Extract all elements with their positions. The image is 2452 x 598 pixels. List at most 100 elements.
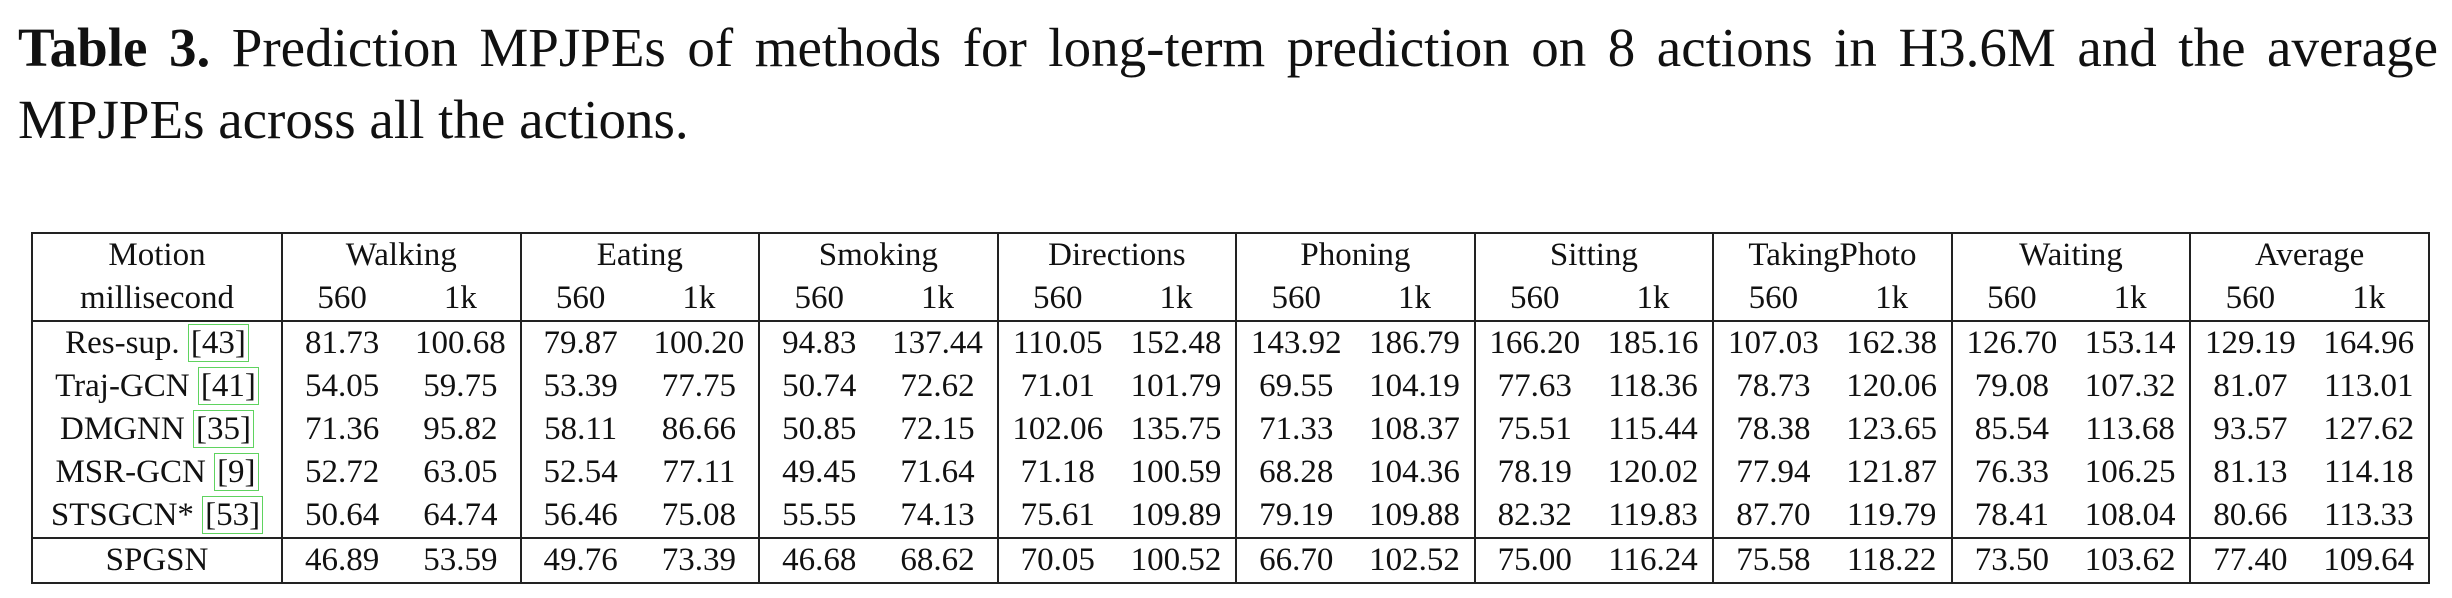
header-horizon: 560 — [1235, 277, 1356, 322]
value-cell: 94.83 — [758, 321, 879, 365]
value-cell: 80.66 — [2189, 494, 2310, 539]
table-row: Traj-GCN [41] 54.05 59.75 53.39 77.75 50.74 72… — [32, 365, 2429, 408]
value-cell: 71.18 — [996, 451, 1117, 494]
header-action: Phoning — [1235, 233, 1475, 277]
header-horizon: 1k — [401, 277, 521, 322]
value-cell: 69.55 — [1235, 365, 1356, 408]
method-cell: Traj-GCN [41] — [32, 365, 282, 408]
method-name: Traj-GCN — [55, 368, 190, 404]
value-cell: 75.61 — [996, 494, 1117, 539]
value-cell: 71.33 — [1235, 408, 1356, 451]
value-cell: 81.07 — [2189, 365, 2310, 408]
header-corner-bottom: millisecond — [32, 277, 282, 322]
value-cell: 75.00 — [1473, 537, 1594, 583]
value-cell: 85.54 — [1950, 408, 2071, 451]
value-cell: 68.62 — [878, 537, 998, 583]
value-cell: 56.46 — [519, 494, 640, 539]
value-cell: 101.79 — [1130, 368, 1222, 404]
value-cell: 81.13 — [2189, 451, 2310, 494]
value-cell: 116.24 — [1593, 537, 1714, 583]
value-cell: 126.70 — [1950, 321, 2071, 365]
value-cell: 50.74 — [758, 365, 879, 408]
header-horizon: 560 — [2189, 277, 2310, 322]
method-cell: SPGSN — [32, 537, 282, 583]
header-corner-top: Motion — [108, 237, 206, 273]
table-row: Res-sup. [43] 81.73 100.68 79.87 100.20 94.83… — [32, 321, 2429, 365]
value-cell: 129.19 — [2189, 321, 2310, 365]
value-cell: 110.05 — [996, 321, 1117, 365]
value-cell: 113.33 — [2309, 494, 2429, 539]
value-cell: 118.22 — [1832, 537, 1952, 583]
value-cell: 109.89 — [1116, 494, 1237, 539]
value-cell: 71.01 — [996, 365, 1117, 408]
method-cell: DMGNN [35] — [32, 408, 282, 451]
caption-label: Table 3. — [18, 17, 211, 78]
header-horizon: 560 — [1712, 277, 1833, 322]
value-cell: 52.54 — [519, 451, 640, 494]
value-cell: 63.05 — [423, 454, 498, 490]
citation-link[interactable]: [43] — [187, 324, 249, 362]
value-cell: 109.64 — [2309, 537, 2429, 583]
value-cell: 108.04 — [2070, 494, 2191, 539]
value-cell: 95.82 — [423, 411, 498, 447]
value-cell: 93.57 — [2189, 408, 2310, 451]
header-horizon: 1k — [1116, 277, 1237, 322]
value-cell: 115.44 — [1608, 411, 1698, 447]
header-action: Average — [2189, 233, 2429, 277]
value-cell: 135.75 — [1130, 411, 1222, 447]
value-cell: 72.15 — [900, 411, 975, 447]
value-cell: 82.32 — [1473, 494, 1594, 539]
value-cell: 77.11 — [662, 454, 736, 490]
method-name: DMGNN — [60, 411, 185, 447]
value-cell: 46.89 — [280, 537, 402, 583]
value-cell: 123.65 — [1846, 411, 1937, 447]
citation-link[interactable]: [9] — [214, 453, 259, 491]
header-horizon: 560 — [1473, 277, 1594, 322]
value-cell: 79.19 — [1235, 494, 1356, 539]
value-cell: 164.96 — [2323, 325, 2415, 361]
value-cell: 185.16 — [1607, 325, 1699, 361]
value-cell: 50.64 — [280, 494, 402, 539]
header-row-actions: Motion Walking Eating Smoking Directions Phon… — [32, 233, 2429, 277]
value-cell: 153.14 — [2084, 325, 2176, 361]
value-cell: 50.85 — [758, 408, 879, 451]
header-action: Walking — [281, 233, 521, 277]
value-cell: 49.45 — [758, 451, 879, 494]
value-cell: 107.32 — [2084, 368, 2176, 404]
value-cell: 74.13 — [878, 494, 998, 539]
value-cell: 54.05 — [280, 365, 402, 408]
table-row: MSR-GCN [9] 52.72 63.05 52.54 77.11 49.45 71.6… — [32, 451, 2429, 494]
citation-link[interactable]: [35] — [192, 410, 254, 448]
value-cell: 68.28 — [1235, 451, 1356, 494]
value-cell: 103.62 — [2070, 537, 2191, 583]
value-cell: 100.68 — [415, 325, 506, 361]
value-cell: 119.79 — [1832, 494, 1952, 539]
header-horizon: 560 — [519, 277, 640, 322]
value-cell: 186.79 — [1369, 325, 1460, 361]
header-action: TakingPhoto — [1712, 233, 1952, 277]
header-horizon: 560 — [280, 277, 402, 322]
value-cell: 66.70 — [1235, 537, 1356, 583]
header-row-horizons: millisecond 560 1k 560 1k 560 1k 560 1k 560 1k 560 1… — [32, 277, 2429, 322]
results-table: Motion Walking Eating Smoking Directions Phon… — [31, 232, 2430, 584]
value-cell: 78.41 — [1950, 494, 2071, 539]
header-action: Eating — [519, 233, 760, 277]
header-horizon: 560 — [758, 277, 879, 322]
value-cell: 137.44 — [892, 325, 983, 361]
value-cell: 73.39 — [639, 537, 760, 583]
value-cell: 119.83 — [1593, 494, 1714, 539]
value-cell: 121.87 — [1846, 454, 1937, 490]
header-horizon: 1k — [1355, 277, 1475, 322]
citation-link[interactable]: [53] — [202, 496, 264, 534]
header-action: Smoking — [758, 233, 998, 277]
value-cell: 58.11 — [519, 408, 640, 451]
value-cell: 75.51 — [1473, 408, 1594, 451]
value-cell: 71.64 — [900, 454, 975, 490]
citation-link[interactable]: [41] — [197, 367, 259, 405]
value-cell: 75.08 — [639, 494, 760, 539]
value-cell: 77.63 — [1473, 365, 1594, 408]
value-cell: 104.36 — [1369, 454, 1460, 490]
value-cell: 77.94 — [1712, 451, 1833, 494]
caption-text: Prediction MPJPEs of methods for long-te… — [18, 17, 2438, 150]
